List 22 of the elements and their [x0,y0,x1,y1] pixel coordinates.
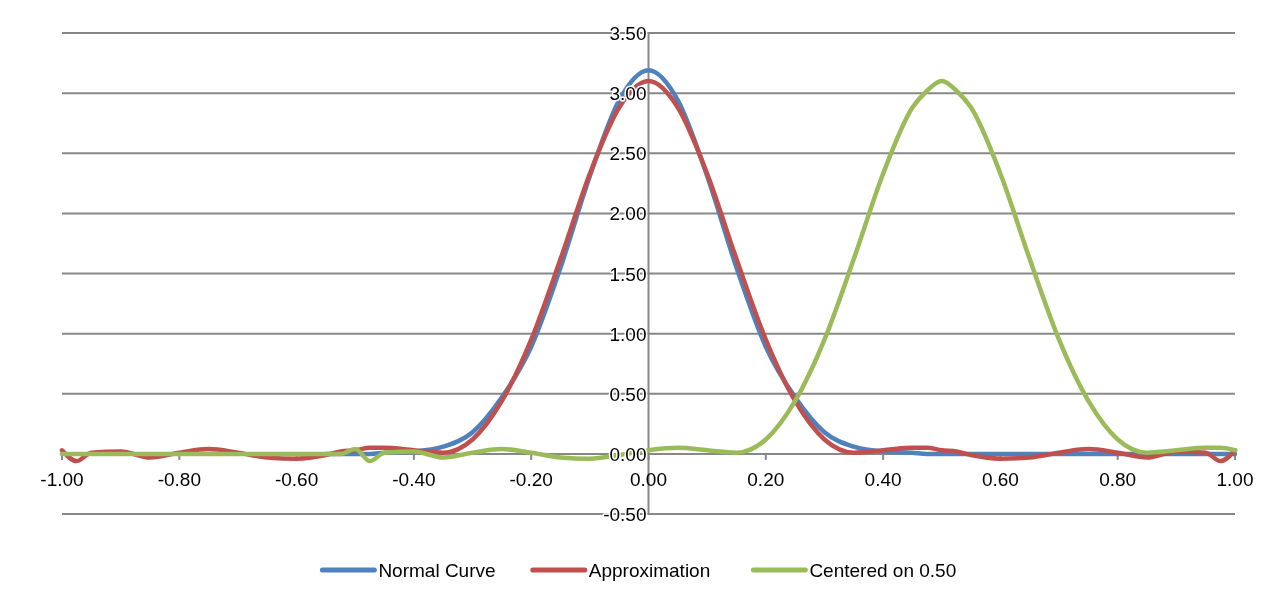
x-tick-label: -0.40 [392,468,436,490]
x-tick-label: 0.60 [981,468,1019,490]
y-tick-label: 3.50 [609,23,647,44]
x-tick-label: 1.00 [1216,468,1254,490]
y-tick-label: 1.00 [609,323,647,345]
y-tick-label: -0.50 [603,504,647,525]
y-tick-label: 2.50 [609,143,647,165]
y-tick-label: 1.50 [609,263,647,285]
x-tick-label: 0.40 [864,468,902,490]
legend-label: Normal Curve [378,560,496,581]
legend-label: Centered on 0.50 [809,560,957,581]
legend-label: Approximation [588,560,711,581]
x-tick-label: 0.20 [747,468,785,490]
y-tick-label: 2.00 [609,203,647,225]
x-tick-label: -0.20 [509,468,553,490]
x-tick-label: -0.80 [157,468,201,490]
x-tick-label: 0.00 [630,468,667,490]
x-tick-label: 0.80 [1099,468,1137,490]
y-tick-label: 0.50 [609,383,647,405]
y-tick-label: 0.00 [609,443,647,465]
x-tick-label: -1.00 [40,468,84,490]
x-tick-label: -0.60 [274,468,319,490]
